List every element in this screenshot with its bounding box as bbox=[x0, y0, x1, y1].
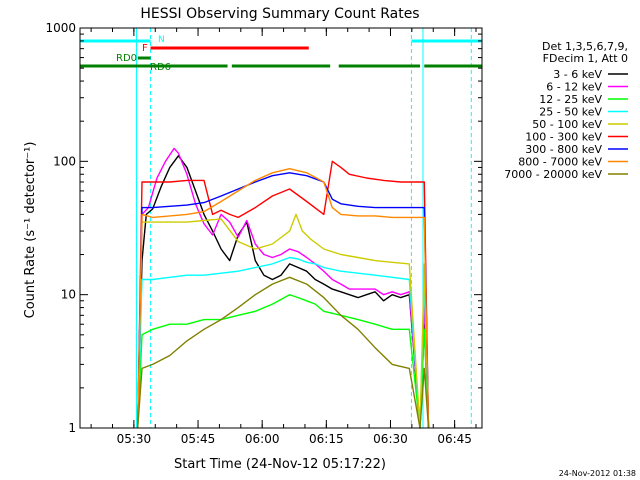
flag-label-rd6: RD6 bbox=[150, 62, 171, 73]
x-tick-label-4: 06:30 bbox=[373, 432, 408, 446]
legend-label-8: 7000 - 20000 keV bbox=[504, 168, 602, 181]
plot-timestamp: 24-Nov-2012 01:38 bbox=[559, 469, 636, 478]
x-tick-label-2: 06:00 bbox=[245, 432, 280, 446]
chart-title: HESSI Observing Summary Count Rates bbox=[140, 6, 419, 22]
series-line-2 bbox=[137, 294, 430, 429]
y-tick-label-0: 1 bbox=[68, 421, 76, 435]
flag-label-rd0: RD0 bbox=[116, 53, 137, 64]
x-axis-label: Start Time (24-Nov-12 05:17:22) bbox=[174, 457, 386, 472]
x-tick-label-3: 06:15 bbox=[309, 432, 344, 446]
x-tick-label-1: 05:45 bbox=[181, 432, 216, 446]
x-tick-label-5: 06:45 bbox=[437, 432, 472, 446]
y-axis-label: Count Rate (s⁻¹ detector⁻¹) bbox=[23, 142, 38, 319]
series-line-4 bbox=[137, 213, 430, 429]
legend-header-line-2: FDecim 1, Att 0 bbox=[543, 52, 628, 65]
flag-label-f: F bbox=[142, 43, 148, 54]
legend-label-6: 300 - 800 keV bbox=[525, 143, 602, 156]
legend-header-line-1: Det 1,3,5,6,7,9, bbox=[542, 40, 628, 53]
plot-frame bbox=[79, 27, 483, 429]
legend-label-2: 12 - 25 keV bbox=[539, 93, 602, 106]
series-line-7 bbox=[137, 167, 430, 429]
x-tick-label-0: 05:30 bbox=[117, 432, 152, 446]
series-line-0 bbox=[137, 155, 430, 429]
legend-label-0: 3 - 6 keV bbox=[553, 68, 602, 81]
y-tick-label-1: 10 bbox=[61, 288, 76, 302]
flag-label-n: N bbox=[158, 35, 165, 45]
series-line-6 bbox=[137, 172, 430, 429]
series-line-5 bbox=[137, 160, 430, 429]
y-tick-label-2: 100 bbox=[53, 154, 76, 168]
series-line-1 bbox=[137, 147, 430, 429]
legend-label-1: 6 - 12 keV bbox=[546, 81, 602, 94]
legend-label-5: 100 - 300 keV bbox=[525, 131, 602, 144]
legend-label-3: 25 - 50 keV bbox=[539, 106, 602, 119]
y-tick-label-3: 1000 bbox=[45, 21, 76, 35]
series-line-3 bbox=[137, 256, 430, 429]
legend-label-7: 800 - 7000 keV bbox=[518, 156, 602, 169]
legend-label-4: 50 - 100 keV bbox=[532, 118, 602, 131]
series-line-8 bbox=[137, 276, 430, 429]
